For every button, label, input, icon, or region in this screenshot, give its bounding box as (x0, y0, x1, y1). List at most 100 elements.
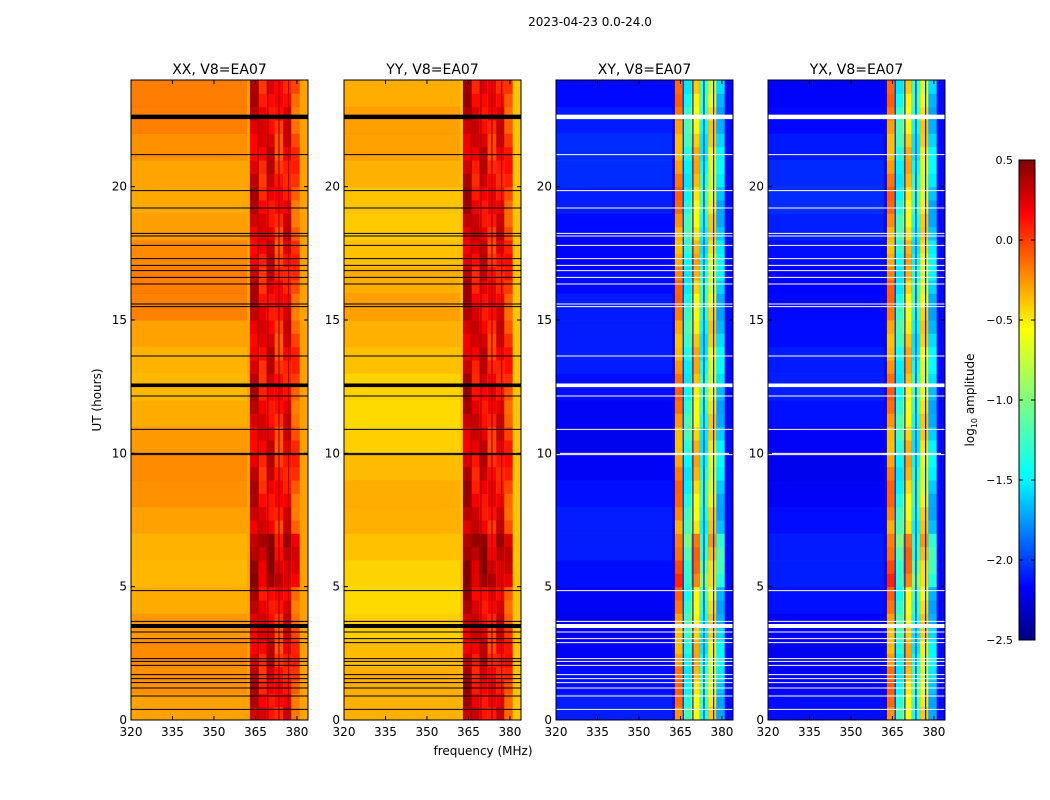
rfi-cell (716, 280, 725, 294)
rfi-cell (249, 253, 259, 268)
rfi-cell (249, 120, 259, 134)
rfi-cell (496, 306, 505, 321)
rfi-cell (928, 133, 937, 148)
flagged-block (131, 624, 308, 628)
background-row (768, 240, 885, 268)
rfi-cell (708, 373, 717, 388)
rfi-cell (895, 333, 904, 348)
rfi-cell (674, 386, 684, 401)
rfi-cell (708, 93, 717, 108)
rfi-cell (674, 653, 684, 668)
background-row (344, 560, 461, 588)
rfi-cell (674, 533, 684, 548)
rfi-cell (291, 546, 300, 561)
rfi-cell (716, 573, 725, 588)
rfi-cell (504, 573, 513, 588)
rfi-cell (886, 533, 896, 548)
rfi-cell (683, 520, 692, 534)
rfi-cell (716, 360, 725, 374)
rfi-cell (471, 360, 480, 374)
rfi-cell (895, 573, 904, 588)
rfi-cell (691, 426, 700, 441)
rfi-cell (249, 520, 259, 534)
background-row (344, 80, 461, 108)
y-tick-label: 5 (332, 580, 340, 594)
rfi-cell (903, 120, 912, 134)
rfi-cell (496, 560, 505, 574)
rfi-cell (886, 493, 896, 508)
rfi-cell (266, 413, 275, 428)
rfi-cell (283, 560, 292, 574)
rfi-cell (691, 453, 700, 468)
x-tick-label: 320 (120, 725, 143, 739)
rfi-cell (895, 360, 904, 374)
rfi-cell (283, 666, 292, 681)
rfi-cell (471, 253, 480, 268)
rfi-cell (291, 133, 300, 148)
rfi-cell (258, 693, 267, 708)
rfi-cell (716, 506, 725, 521)
rfi-cell (691, 213, 700, 228)
rfi-cell (258, 453, 267, 468)
rfi-cell (462, 320, 472, 334)
rfi-cell (928, 666, 937, 681)
rfi-cell (674, 600, 684, 614)
x-axis-label: frequency (MHz) (433, 744, 532, 758)
flagged-block (131, 114, 308, 119)
rfi-cell (691, 613, 700, 628)
rfi-cell (691, 560, 700, 574)
rfi-cell (266, 173, 275, 188)
rfi-cell (920, 213, 929, 228)
rfi-cell (895, 173, 904, 188)
rfi-cell (479, 440, 488, 454)
x-tick-label: 320 (757, 725, 780, 739)
x-tick-label: 365 (669, 725, 692, 739)
flagged-block (344, 384, 521, 387)
rfi-cell (462, 280, 472, 294)
rfi-cell (462, 213, 472, 228)
rfi-cell (283, 160, 292, 174)
rfi-cell (283, 506, 292, 521)
rfi-cell (683, 293, 692, 308)
background-row (768, 453, 885, 481)
rfi-cell (258, 546, 267, 561)
panel-title: XY, V8=EA07 (598, 62, 692, 78)
rfi-cell (920, 320, 929, 334)
rfi-cell (895, 466, 904, 481)
rfi-cell (683, 106, 692, 121)
rfi-cell (928, 80, 937, 94)
rfi-cell (258, 626, 267, 641)
rfi-cell (708, 680, 717, 694)
rfi-cell (504, 626, 513, 641)
rfi-cell (716, 266, 725, 281)
rfi-cell (674, 520, 684, 534)
rfi-cell (462, 600, 472, 614)
rfi-cell (291, 293, 300, 308)
rfi-cell (283, 493, 292, 508)
rfi-cell (266, 613, 275, 628)
rfi-cell (674, 293, 684, 308)
panel-xy: XY, V8=EA07 320 335 350 365 380 0 5 10 15 20 (537, 62, 734, 739)
rfi-cell (674, 506, 684, 521)
rfi-cell (496, 600, 505, 614)
rfi-cell (291, 160, 300, 174)
flagged-block (344, 624, 521, 628)
rfi-cell (928, 493, 937, 508)
rfi-cell (903, 333, 912, 348)
rfi-cell (496, 146, 505, 161)
rfi-cell (283, 333, 292, 348)
background-row (344, 453, 461, 481)
rfi-cell (291, 240, 300, 254)
rfi-cell (249, 146, 259, 161)
rfi-cell (683, 640, 692, 654)
rfi-cell (716, 666, 725, 681)
rfi-cell (249, 426, 259, 441)
background-row (344, 266, 461, 294)
rfi-cell (928, 706, 937, 720)
rfi-cell (920, 480, 929, 494)
rfi-cell (291, 146, 300, 161)
rfi-cell (291, 360, 300, 374)
rfi-cell (479, 400, 488, 414)
rfi-cell (691, 626, 700, 641)
rfi-cell (886, 466, 896, 481)
